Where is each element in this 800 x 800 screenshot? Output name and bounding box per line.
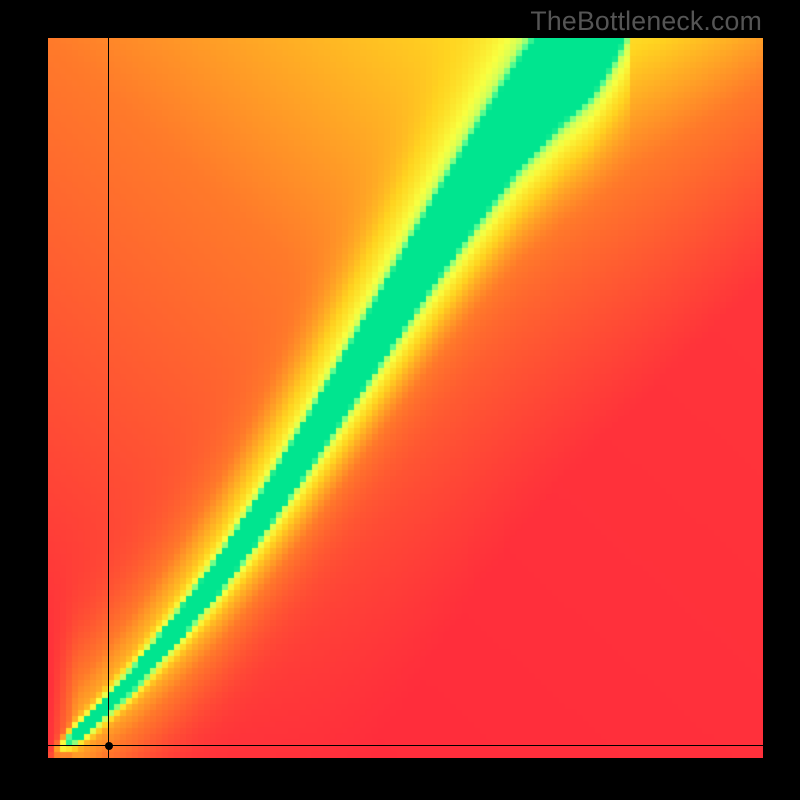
figure-container: { "figure": { "width_px": 800, "height_p…	[0, 0, 800, 800]
crosshair-horizontal	[48, 745, 763, 746]
crosshair-vertical	[108, 38, 109, 758]
heatmap-canvas	[48, 38, 763, 758]
watermark-text: TheBottleneck.com	[530, 6, 762, 37]
crosshair-marker	[105, 742, 113, 750]
plot-area	[48, 38, 763, 758]
